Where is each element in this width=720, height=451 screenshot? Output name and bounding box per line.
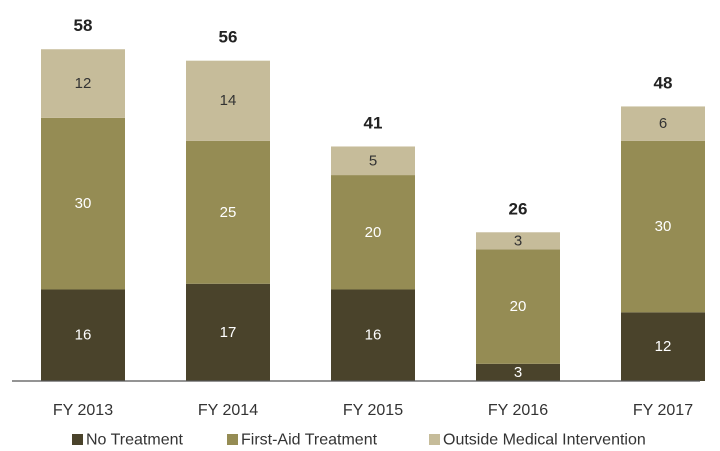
segment-value-label: 6 bbox=[659, 115, 667, 132]
legend-swatch bbox=[72, 434, 83, 445]
bar-segment-2-5 bbox=[621, 140, 705, 313]
legend-item: First-Aid Treatment bbox=[227, 432, 378, 449]
segment-value-label: 3 bbox=[514, 364, 522, 381]
bar-segment-2-4 bbox=[476, 249, 560, 364]
segment-value-label: 12 bbox=[75, 75, 92, 92]
legend-label: No Treatment bbox=[86, 432, 183, 449]
segment-labels-group: 16 30 12 17 25 14 16 20 5 3 20 3 12 30 6 bbox=[75, 75, 672, 381]
total-value-label: 41 bbox=[364, 113, 383, 132]
segment-value-label: 16 bbox=[365, 327, 382, 344]
segment-value-label: 16 bbox=[75, 327, 92, 344]
legend: No Treatment First-Aid Treatment Outside M… bbox=[72, 432, 646, 449]
segment-value-label: 5 bbox=[369, 152, 377, 169]
category-label: FY 2013 bbox=[53, 402, 113, 419]
segment-value-label: 12 bbox=[655, 338, 672, 355]
legend-swatch bbox=[429, 434, 440, 445]
bar-segment-2-1 bbox=[41, 117, 125, 290]
segment-value-label: 20 bbox=[365, 224, 382, 241]
legend-item: No Treatment bbox=[72, 432, 183, 449]
bar-segment-2-3 bbox=[331, 175, 415, 290]
bar-segment-3-3 bbox=[331, 146, 415, 176]
category-label: FY 2015 bbox=[343, 402, 403, 419]
legend-item: Outside Medical Intervention bbox=[429, 432, 646, 449]
bar-segment-1-3 bbox=[331, 289, 415, 381]
segment-value-label: 17 bbox=[220, 324, 237, 341]
bar-segment-3-1 bbox=[41, 49, 125, 118]
segment-value-label: 20 bbox=[510, 298, 527, 315]
category-label: FY 2017 bbox=[633, 402, 693, 419]
segment-value-label: 3 bbox=[514, 232, 522, 249]
total-value-label: 58 bbox=[74, 16, 93, 35]
bar-segment-3-5 bbox=[621, 106, 705, 141]
bar-segment-1-5 bbox=[621, 312, 705, 381]
bar-segment-1-1 bbox=[41, 289, 125, 381]
category-labels-group: FY 2013 FY 2014 FY 2015 FY 2016 FY 2017 bbox=[53, 402, 693, 419]
segment-value-label: 25 bbox=[220, 204, 237, 221]
segment-value-label: 14 bbox=[220, 92, 237, 109]
segment-value-label: 30 bbox=[75, 195, 92, 212]
bar-segment-2-2 bbox=[186, 140, 270, 284]
legend-swatch bbox=[227, 434, 238, 445]
category-label: FY 2014 bbox=[198, 402, 258, 419]
legend-label: Outside Medical Intervention bbox=[443, 432, 646, 449]
category-label: FY 2016 bbox=[488, 402, 548, 419]
total-value-label: 48 bbox=[654, 73, 673, 92]
legend-label: First-Aid Treatment bbox=[241, 432, 378, 449]
bar-segment-1-2 bbox=[186, 283, 270, 381]
segment-value-label: 30 bbox=[655, 218, 672, 235]
bar-segment-1-4 bbox=[476, 363, 560, 381]
total-value-label: 26 bbox=[509, 199, 528, 218]
bars-group bbox=[41, 49, 705, 381]
bar-segment-3-4 bbox=[476, 232, 560, 250]
bar-segment-3-2 bbox=[186, 60, 270, 141]
total-value-label: 56 bbox=[219, 28, 238, 47]
